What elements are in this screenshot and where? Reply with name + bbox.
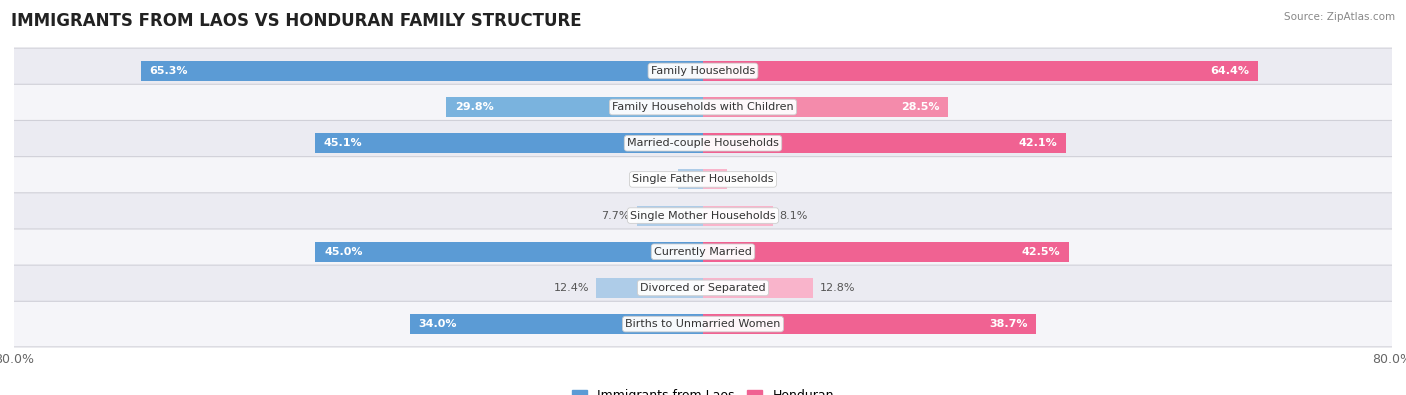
Bar	[703, 206, 773, 226]
FancyBboxPatch shape	[8, 265, 1398, 311]
FancyBboxPatch shape	[8, 48, 1398, 94]
Text: Source: ZipAtlas.com: Source: ZipAtlas.com	[1284, 12, 1395, 22]
Bar	[703, 242, 1069, 262]
Text: 2.8%: 2.8%	[734, 175, 762, 184]
Text: 45.0%: 45.0%	[323, 247, 363, 257]
Bar	[141, 61, 703, 81]
FancyBboxPatch shape	[8, 301, 1398, 347]
Text: 65.3%: 65.3%	[149, 66, 188, 76]
FancyBboxPatch shape	[8, 157, 1398, 202]
Text: Family Households: Family Households	[651, 66, 755, 76]
Text: 42.5%: 42.5%	[1022, 247, 1060, 257]
FancyBboxPatch shape	[8, 193, 1398, 238]
Text: 64.4%: 64.4%	[1211, 66, 1249, 76]
Text: 2.9%: 2.9%	[643, 175, 671, 184]
Text: IMMIGRANTS FROM LAOS VS HONDURAN FAMILY STRUCTURE: IMMIGRANTS FROM LAOS VS HONDURAN FAMILY …	[11, 12, 582, 30]
Legend: Immigrants from Laos, Honduran: Immigrants from Laos, Honduran	[567, 384, 839, 395]
Text: 12.8%: 12.8%	[820, 283, 856, 293]
FancyBboxPatch shape	[8, 84, 1398, 130]
Bar	[703, 314, 1036, 334]
Bar	[678, 169, 703, 189]
Text: Family Households with Children: Family Households with Children	[612, 102, 794, 112]
Text: 38.7%: 38.7%	[990, 319, 1028, 329]
Bar	[703, 61, 1257, 81]
Text: 12.4%: 12.4%	[554, 283, 589, 293]
Bar	[446, 97, 703, 117]
Bar	[315, 133, 703, 153]
Text: Married-couple Households: Married-couple Households	[627, 138, 779, 148]
Bar	[315, 242, 703, 262]
Bar	[411, 314, 703, 334]
Text: 42.1%: 42.1%	[1018, 138, 1057, 148]
Bar	[703, 133, 1066, 153]
Text: Single Mother Households: Single Mother Households	[630, 211, 776, 220]
Bar	[637, 206, 703, 226]
Text: 8.1%: 8.1%	[780, 211, 808, 220]
Text: 29.8%: 29.8%	[456, 102, 494, 112]
FancyBboxPatch shape	[8, 120, 1398, 166]
Text: Births to Unmarried Women: Births to Unmarried Women	[626, 319, 780, 329]
Bar	[703, 278, 813, 298]
Text: Single Father Households: Single Father Households	[633, 175, 773, 184]
Text: 28.5%: 28.5%	[901, 102, 939, 112]
FancyBboxPatch shape	[8, 229, 1398, 275]
Bar	[703, 97, 949, 117]
Text: 7.7%: 7.7%	[602, 211, 630, 220]
Bar	[596, 278, 703, 298]
Text: 45.1%: 45.1%	[323, 138, 361, 148]
Text: Divorced or Separated: Divorced or Separated	[640, 283, 766, 293]
Bar	[703, 169, 727, 189]
Text: Currently Married: Currently Married	[654, 247, 752, 257]
Text: 34.0%: 34.0%	[419, 319, 457, 329]
